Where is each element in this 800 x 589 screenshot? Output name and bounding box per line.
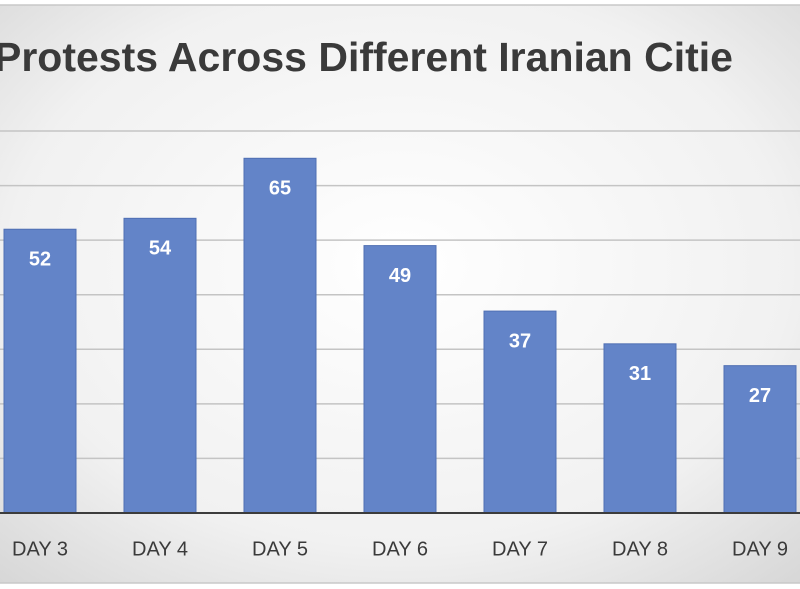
x-tick-label: DAY 5 (252, 538, 308, 560)
bar (603, 343, 677, 514)
bar (723, 365, 797, 514)
data-label: 27 (749, 385, 771, 407)
data-label: 54 (149, 238, 172, 260)
x-tick-label: DAY 4 (132, 538, 188, 560)
data-label: 31 (629, 363, 651, 385)
data-label: 37 (509, 330, 531, 352)
bar (123, 217, 197, 514)
data-label: 49 (389, 265, 411, 287)
bar (363, 245, 437, 514)
x-tick-label: DAY 7 (492, 538, 548, 560)
bar (3, 228, 77, 514)
x-tick-label: DAY 6 (372, 538, 428, 560)
bar (243, 157, 317, 514)
x-tick-label: DAY 9 (732, 538, 788, 560)
chart-title: Protests Across Different Iranian Citie (0, 34, 733, 80)
bar (483, 310, 557, 514)
data-label: 65 (269, 178, 291, 200)
x-tick-label: DAY 8 (612, 538, 668, 560)
x-tick-label: DAY 3 (12, 538, 68, 560)
data-label: 52 (29, 249, 51, 271)
